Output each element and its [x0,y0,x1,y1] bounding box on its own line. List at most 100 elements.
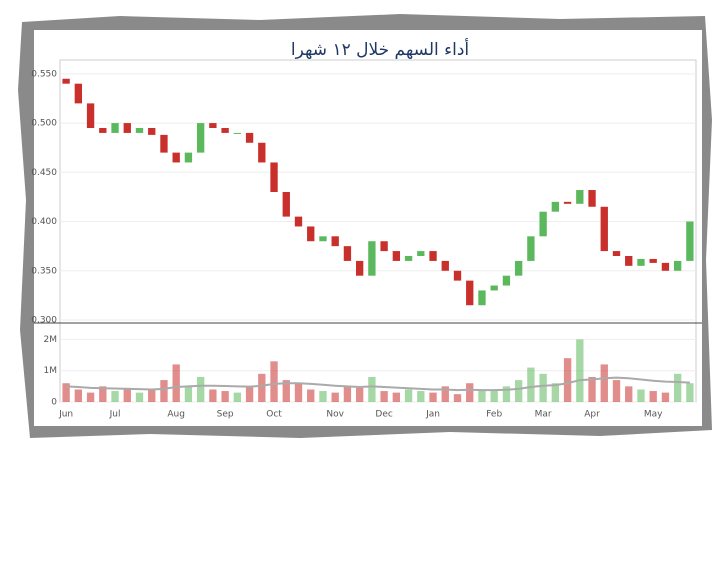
volume-bar [99,386,107,402]
volume-bar [282,380,290,402]
candle-body [637,258,645,266]
volume-bar [649,391,657,402]
volume-bar [392,392,401,402]
volume-bar [209,389,217,402]
candle-body [123,123,131,133]
volume-bar [380,391,388,402]
volume-bar [551,383,560,402]
candle-body [368,241,376,276]
candle-body [466,280,474,306]
candle-body [380,241,388,252]
y-tick-label: 0.550 [31,69,57,79]
volume-bar [74,389,83,402]
volume-bar [233,392,242,402]
candle-body [661,262,670,271]
chart-title: أداء السهم خلال ١٢ شهرا [291,38,469,60]
candle-body [686,221,694,261]
volume-bar [612,380,621,402]
candle-body [527,236,535,261]
volume-bar [673,373,682,402]
candle-body [307,226,315,242]
candle-body [196,123,205,153]
x-tick-label: Oct [266,410,282,420]
volume-bar [196,376,205,402]
volume-ma-line [66,376,690,392]
volume-bar [625,386,633,402]
candle-body [404,256,413,261]
volume-bar [478,389,486,402]
candle-body [172,152,180,163]
candle-body [392,251,401,261]
volume-bar [172,364,180,402]
volume-bar [258,373,266,402]
x-tick-label: Jul [109,410,121,420]
volume-bar [355,387,364,402]
candle-body [417,251,425,256]
volume-bar [270,361,278,402]
candle-body [294,216,303,227]
y-tick-label: 0.500 [31,119,57,129]
candle-body [86,103,95,128]
candle-body [514,260,523,276]
x-tick-label: Jan [425,410,440,420]
candle-body [258,142,266,163]
candle-body [478,290,486,306]
candle-body [673,260,682,271]
candle-body [551,201,560,212]
candle-body [576,190,584,204]
candle-body [588,190,596,207]
candle-body [74,83,83,104]
chart-panel [34,30,702,426]
volume-bar [686,383,694,402]
candle-body [343,246,352,261]
volume-bar [221,391,229,402]
volume-bar [527,367,535,402]
x-tick-label: May [644,410,663,420]
volume-bar [404,389,413,402]
x-tick-label: Feb [486,410,502,420]
candle-body [600,206,608,252]
volume-bar [331,392,339,402]
candle-body [245,132,254,143]
x-tick-label: Jun [58,410,73,420]
volume-bar [429,392,437,402]
volume-bar [539,373,547,402]
candle-body [490,285,498,291]
y-tick-label: 0.450 [31,168,57,178]
x-tick-label: Dec [375,410,392,420]
y-tick-label: 0.350 [31,266,57,276]
candle-body [221,128,229,133]
volume-bar [123,387,131,402]
x-tick-label: Aug [167,410,185,420]
volume-bar [86,392,95,402]
volume-bar [307,389,315,402]
volume-bar [184,386,193,402]
candle-body [355,260,364,276]
candle-body [563,201,572,204]
candle-body [135,128,144,133]
candle-body [209,123,217,128]
volume-bar [576,339,584,402]
candle-body [99,128,107,133]
candle-body [233,132,242,134]
volume-bar [148,389,156,402]
candle-body [160,134,168,153]
volume-bar [600,364,608,402]
candle-body [429,251,437,261]
volume-bar [294,383,303,402]
volume-bar [111,391,119,402]
candle-body [319,236,327,242]
candle-body [612,251,621,256]
y2-tick-label: 2M [44,335,58,345]
volume-bar [453,394,462,402]
candle-body [282,192,290,217]
volume-bar [160,380,168,402]
volume-bar [319,391,327,402]
volume-bar [368,376,376,402]
volume-bar [514,380,523,402]
candle-body [62,78,70,84]
candle-body [111,123,119,133]
y2-tick-label: 0 [51,398,57,408]
